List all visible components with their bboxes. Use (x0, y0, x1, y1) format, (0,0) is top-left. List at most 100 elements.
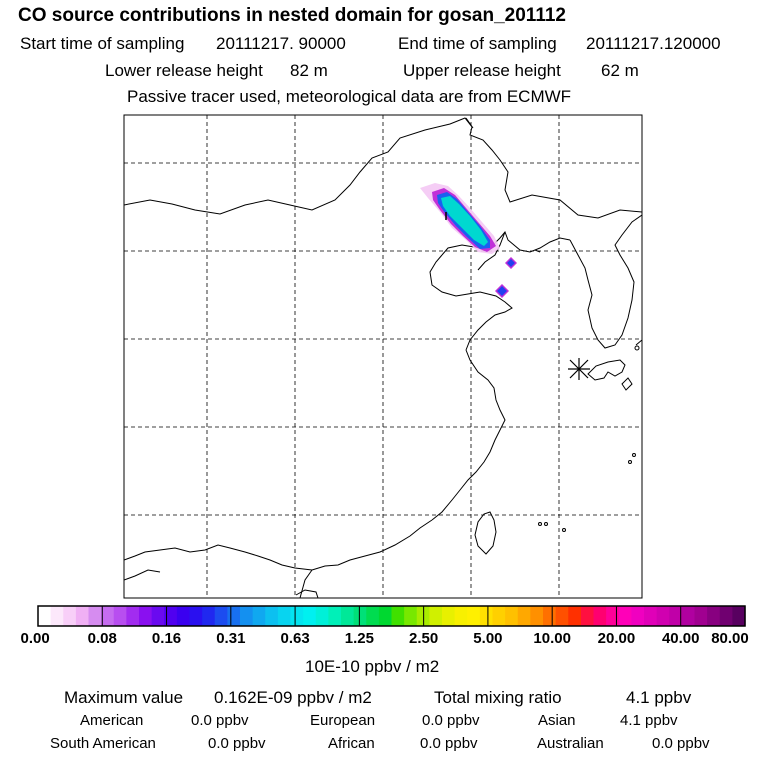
colorbar-swatch (214, 606, 228, 626)
colorbar-tick-label: 0.31 (216, 630, 246, 647)
colorbar-swatch (694, 606, 708, 626)
colorbar-tick-label: 40.00 (661, 630, 700, 647)
colorbar-swatch (606, 606, 620, 626)
colorbar-swatch (328, 606, 342, 626)
colorbar-swatch (681, 606, 696, 626)
colorbar-swatch (164, 606, 178, 626)
colorbar-swatch (732, 606, 746, 626)
colorbar-swatch (543, 606, 557, 626)
colorbar-swatch (341, 606, 355, 626)
colorbar-tick-label: 0.08 (87, 630, 117, 647)
colorbar-swatch (38, 606, 52, 626)
colorbar-swatch (492, 606, 506, 626)
colorbar-swatch (189, 606, 203, 626)
colorbar-swatch (50, 606, 64, 626)
colorbar-swatch (391, 606, 405, 626)
region-value: 0.0 ppbv (208, 735, 266, 752)
colorbar-swatch (719, 606, 733, 626)
receptor-star-icon (568, 358, 590, 380)
region-value: 0.0 ppbv (652, 735, 710, 752)
graticule (124, 115, 642, 598)
colorbar-swatch (618, 606, 632, 626)
region-value: 4.1 ppbv (620, 712, 678, 729)
region-name: Asian (538, 712, 576, 729)
end-time-label: End time of sampling (398, 34, 557, 53)
colorbar-tick-label: 0.63 (280, 630, 310, 647)
secondary-hotspots (495, 257, 517, 298)
colorbar-tick-label: 1.25 (344, 630, 374, 647)
colorbar-swatch (176, 606, 191, 626)
region-value: 0.0 ppbv (191, 712, 249, 729)
colorbar-swatch (580, 606, 595, 626)
map-panel (123, 114, 643, 599)
start-time-value: 20111217. 90000 (216, 34, 346, 53)
plot-title: CO source contributions in nested domain… (18, 5, 566, 26)
colorbar-swatch (644, 606, 658, 626)
colorbar-swatch (517, 606, 531, 626)
colorbar-tick-label: 20.00 (597, 630, 636, 647)
colorbar-swatch (202, 606, 216, 626)
total-mixing-value: 4.1 ppbv (626, 688, 692, 707)
region-name: American (80, 712, 144, 729)
colorbar-swatch (505, 606, 519, 626)
region-value: 0.0 ppbv (420, 735, 478, 752)
co-plume (420, 183, 500, 254)
colorbar-swatch (101, 606, 115, 626)
max-value-label: Maximum value (64, 688, 184, 707)
colorbar-swatch (479, 606, 494, 626)
upper-release-label: Upper release height (403, 61, 561, 80)
colorbar-swatch (568, 606, 582, 626)
colorbar-swatch (240, 606, 254, 626)
colorbar (37, 605, 746, 627)
tracer-note: Passive tracer used, meteorological data… (127, 87, 572, 106)
colorbar-swatch (530, 606, 544, 626)
colorbar-swatch (454, 606, 468, 626)
colorbar-swatch (555, 606, 569, 626)
colorbar-swatch (669, 606, 683, 626)
colorbar-swatch (277, 606, 292, 626)
colorbar-swatch (113, 606, 127, 626)
colorbar-swatch (442, 606, 456, 626)
colorbar-swatch (303, 606, 317, 626)
region-name: African (328, 735, 375, 752)
colorbar-tick-label: 2.50 (409, 630, 439, 647)
colorbar-swatch (631, 606, 645, 626)
lower-release-value: 82 m (290, 61, 328, 80)
start-time-label: Start time of sampling (20, 34, 185, 53)
coastlines (124, 117, 642, 598)
colorbar-swatch (378, 606, 393, 626)
lower-release-label: Lower release height (105, 61, 263, 80)
colorbar-swatch (227, 606, 241, 626)
colorbar-swatch (252, 606, 266, 626)
colorbar-unit: 10E-10 ppbv / m2 (305, 657, 440, 676)
colorbar-frame (37, 605, 746, 627)
colorbar-swatch (707, 606, 721, 626)
colorbar-swatch (88, 606, 102, 626)
colorbar-swatch (656, 606, 670, 626)
region-name: South American (50, 735, 156, 752)
colorbar-tick-label: 0.16 (151, 630, 182, 647)
colorbar-swatch (265, 606, 279, 626)
colorbar-swatch (315, 606, 329, 626)
colorbar-tick-label: 5.00 (473, 630, 503, 647)
colorbar-tick-label: 80.00 (711, 630, 749, 647)
colorbar-swatch (151, 606, 165, 626)
colorbar-swatch (353, 606, 367, 626)
colorbar-swatch (593, 606, 607, 626)
colorbar-swatch (63, 606, 77, 626)
region-value: 0.0 ppbv (422, 712, 480, 729)
colorbar-swatch (467, 606, 481, 626)
colorbar-swatch (366, 606, 380, 626)
colorbar-swatch (126, 606, 140, 626)
region-name: Australian (537, 735, 604, 752)
max-value: 0.162E-09 ppbv / m2 (214, 688, 372, 707)
upper-release-value: 62 m (601, 61, 639, 80)
colorbar-swatch (429, 606, 443, 626)
colorbar-tick-label: 10.00 (533, 630, 571, 647)
colorbar-tick-label: 0.00 (20, 630, 50, 647)
colorbar-swatch (139, 606, 153, 626)
region-name: European (310, 712, 376, 729)
colorbar-swatch (290, 606, 304, 626)
colorbar-swatch (404, 606, 418, 626)
